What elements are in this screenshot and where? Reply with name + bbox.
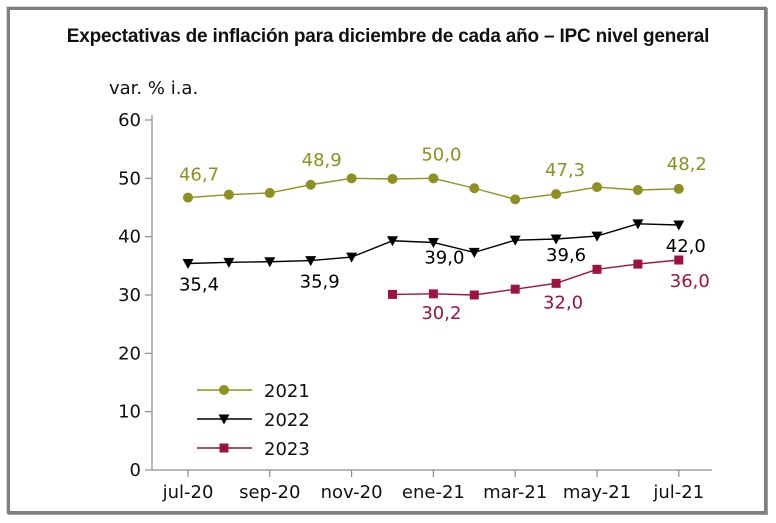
- y-tick-label: 0: [130, 460, 141, 481]
- data-point-2021: [223, 189, 234, 200]
- data-point-2023: [592, 264, 602, 274]
- data-point-2023: [633, 259, 643, 269]
- value-label-2022: 39,0: [424, 248, 464, 269]
- value-label-2022: 35,4: [179, 275, 219, 296]
- chart-title: Expectativas de inflación para diciembre…: [66, 26, 710, 47]
- data-point-2021: [305, 179, 316, 190]
- legend-label-2023: 2023: [264, 439, 310, 460]
- y-axis-unit-label: var. % i.a.: [109, 78, 199, 99]
- data-point-2021: [387, 173, 398, 184]
- data-point-2021: [632, 185, 643, 195]
- data-point-2022: [387, 236, 398, 247]
- x-tick-label: jul-20: [162, 482, 214, 503]
- data-point-2023: [428, 289, 438, 299]
- data-point-2022: [305, 256, 317, 267]
- data-point-2022: [673, 220, 685, 231]
- data-point-2023: [469, 290, 479, 300]
- x-tick-label: sep-20: [239, 482, 300, 503]
- data-point-2022: [346, 252, 358, 263]
- data-point-2022: [550, 234, 562, 245]
- value-label-2023: 32,0: [543, 292, 583, 313]
- data-point-2023: [388, 289, 397, 299]
- data-point-2023: [674, 255, 684, 265]
- value-label-2022: 42,0: [666, 236, 706, 257]
- data-point-2021: [183, 192, 193, 203]
- x-tick-label: jul-21: [652, 482, 704, 503]
- data-point-2023: [551, 278, 561, 288]
- y-tick-label: 60: [118, 110, 141, 131]
- x-tick-label: ene-21: [402, 482, 465, 503]
- legend-swatch-marker-2021: [219, 385, 229, 395]
- legend-swatch-marker-2022: [218, 414, 230, 425]
- legend-swatch-marker-2023: [219, 443, 229, 453]
- y-tick-label: 50: [118, 168, 141, 189]
- data-point-2022: [182, 259, 194, 269]
- value-label-2021: 47,3: [545, 160, 585, 181]
- value-label-2021: 48,9: [302, 150, 342, 171]
- data-point-2021: [673, 183, 684, 194]
- legend-label-2021: 2021: [264, 381, 310, 402]
- value-label-2022: 35,9: [300, 272, 340, 293]
- data-point-2022: [427, 238, 439, 248]
- data-point-2022: [632, 219, 644, 230]
- value-label-2021: 46,7: [179, 165, 219, 186]
- y-tick-label: 10: [118, 402, 141, 423]
- value-label-2023: 36,0: [670, 271, 710, 292]
- value-label-2023: 30,2: [421, 303, 461, 324]
- legend-label-2022: 2022: [264, 410, 310, 431]
- data-point-2022: [591, 231, 603, 242]
- data-point-2023: [510, 284, 520, 294]
- value-label-2021: 50,0: [421, 144, 461, 165]
- data-point-2021: [264, 187, 275, 198]
- data-point-2021: [551, 189, 562, 200]
- y-tick-label: 20: [118, 343, 141, 364]
- data-point-2021: [510, 194, 521, 205]
- data-point-2021: [469, 183, 480, 194]
- value-label-2021: 48,2: [667, 154, 707, 175]
- data-point-2022: [509, 235, 521, 246]
- data-point-2022: [468, 247, 480, 258]
- value-label-2022: 39,6: [546, 245, 586, 266]
- x-tick-label: may-21: [563, 482, 631, 503]
- x-tick-label: mar-21: [483, 482, 547, 503]
- series-line-2023: [392, 259, 679, 296]
- data-point-2022: [264, 257, 276, 268]
- y-tick-label: 40: [118, 227, 141, 248]
- data-point-2022: [223, 257, 235, 268]
- x-tick-label: nov-20: [321, 482, 383, 503]
- data-point-2021: [592, 182, 602, 193]
- y-tick-label: 30: [118, 285, 141, 306]
- data-point-2021: [428, 173, 439, 184]
- data-point-2021: [346, 173, 357, 184]
